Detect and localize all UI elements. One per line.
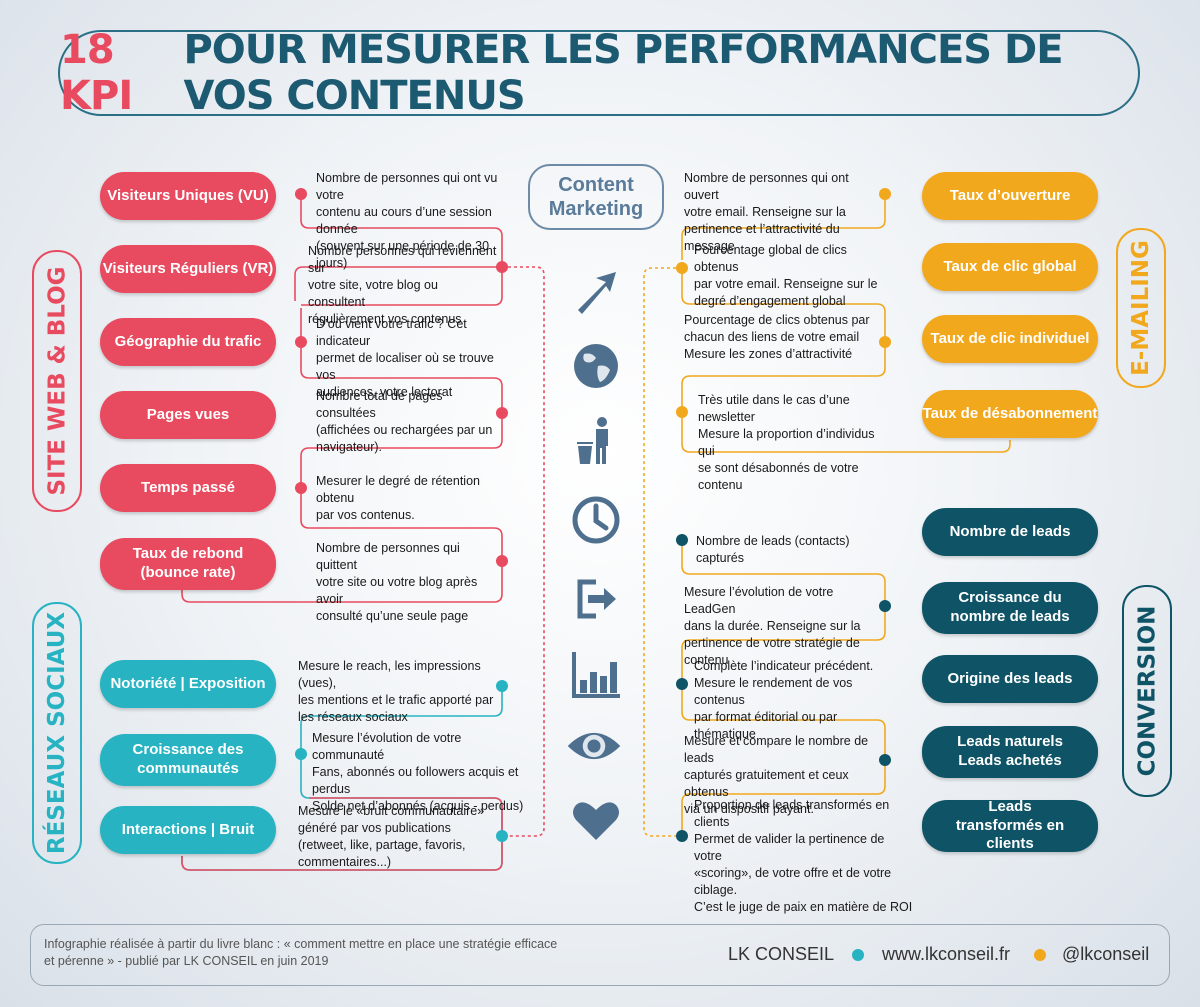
globe-icon xyxy=(574,344,618,388)
kpi-interactions: Interactions | Bruit xyxy=(100,806,276,854)
kpi-description: Nombre de personnes qui quittent votre si… xyxy=(316,541,478,623)
kpi-pages-vues: Pages vues xyxy=(100,391,276,439)
dot xyxy=(879,188,891,200)
dot xyxy=(676,406,688,418)
category-conversion: CONVERSION xyxy=(1122,585,1172,797)
kpi-description: Très utile dans le cas d’une newsletter M… xyxy=(698,393,875,492)
dot xyxy=(676,678,688,690)
kpi-taux-ouverture: Taux d’ouverture xyxy=(922,172,1098,220)
kpi-description: Mesurer le degré de rétention obtenu par … xyxy=(316,474,480,522)
footer-brand: LK CONSEIL xyxy=(728,944,835,964)
exit-icon xyxy=(577,579,616,619)
kpi-nombre-leads: Nombre de leads xyxy=(922,508,1098,556)
kpi-description: Nombre de personnes qui ont vu votre cont… xyxy=(316,171,498,270)
dot xyxy=(295,748,307,760)
title-banner: 18 KPI POUR MESURER LES PERFORMANCES DE … xyxy=(58,27,1140,119)
footer-handle[interactable]: @lkconseil xyxy=(1062,944,1150,964)
dot xyxy=(879,754,891,766)
trash-person-icon xyxy=(577,417,608,464)
bar-chart-icon xyxy=(572,652,620,698)
kpi-description: Mesure le «bruit communautaire» généré pa… xyxy=(298,804,485,869)
dot xyxy=(496,407,508,419)
dot xyxy=(676,262,688,274)
category-email: E-MAILING xyxy=(1116,228,1166,388)
footer-note: Infographie réalisée à partir du livre b… xyxy=(44,937,558,968)
footer-site[interactable]: www.lkconseil.fr xyxy=(882,944,1011,964)
kpi-description: Nombre de leads (contacts) capturés xyxy=(696,534,850,565)
kpi-croissance-communautes: Croissance des communautés xyxy=(100,734,276,786)
dot xyxy=(295,336,307,348)
kpi-visiteurs-uniques: Visiteurs Uniques (VU) xyxy=(100,172,276,220)
arrow-icon xyxy=(578,272,616,314)
kpi-croissance-leads: Croissance du nombre de leads xyxy=(922,582,1098,634)
heart-icon xyxy=(573,802,619,840)
kpi-description: Mesure l’évolution de votre LeadGen dans … xyxy=(684,585,861,667)
dot xyxy=(676,534,688,546)
kpi-description: Mesure et compare le nombre de leads capt… xyxy=(684,734,869,816)
kpi-description: Nombre de personnes qui ont ouvert votre … xyxy=(684,171,849,253)
kpi-origine-leads: Origine des leads xyxy=(922,655,1098,703)
kpi-description: Nombre personnes qui reviennent sur votre… xyxy=(308,244,497,326)
kpi-geographie-trafic: Géographie du trafic xyxy=(100,318,276,366)
kpi-description: Complète l’indicateur précédent. Mesure l… xyxy=(694,659,874,741)
dot xyxy=(852,949,864,961)
kpi-taux-clic-individuel: Taux de clic individuel xyxy=(922,315,1098,363)
eye-icon xyxy=(567,732,621,760)
dot xyxy=(879,336,891,348)
category-social: RÉSEAUX SOCIAUX xyxy=(32,602,82,864)
kpi-notoriete: Notoriété | Exposition xyxy=(100,660,276,708)
kpi-taux-clic-global: Taux de clic global xyxy=(922,243,1098,291)
title-text: POUR MESURER LES PERFORMANCES DE VOS CON… xyxy=(183,27,1063,119)
kpi-description: Mesure le reach, les impressions (vues),… xyxy=(298,659,494,724)
kpi-visiteurs-reguliers: Visiteurs Réguliers (VR) xyxy=(100,245,276,293)
kpi-description: Pourcentage de clics obtenus par chacun d… xyxy=(684,313,870,361)
kpi-leads-transformes: Leads transformés en clients xyxy=(922,798,1098,852)
kpi-description: Pourcentage global de clics obtenus par v… xyxy=(694,243,878,308)
dot xyxy=(295,482,307,494)
dot xyxy=(295,188,307,200)
dot xyxy=(496,261,508,273)
dot xyxy=(496,830,508,842)
dot xyxy=(1034,949,1046,961)
title-kpi: 18 KPI xyxy=(60,27,133,119)
kpi-description: Nombre total de pages consultées (affiché… xyxy=(316,389,493,454)
kpi-description: Mesure l’évolution de votre communauté Fa… xyxy=(312,731,524,813)
kpi-taux-rebond: Taux de rebond (bounce rate) xyxy=(100,538,276,590)
kpi-taux-desabonnement: Taux de désabonnement xyxy=(922,390,1098,438)
dot xyxy=(879,600,891,612)
kpi-description: D’où vient votre trafic ? Cet indicateur… xyxy=(316,317,494,399)
kpi-temps-passe: Temps passé xyxy=(100,464,276,512)
kpi-description: Proportion de leads transformés en clien… xyxy=(694,798,913,914)
dot xyxy=(496,555,508,567)
kpi-leads-naturels-achetes: Leads naturels Leads achetés xyxy=(922,726,1098,778)
footer-box xyxy=(30,924,1170,986)
content-marketing-label: Content Marketing xyxy=(528,164,664,230)
category-web: SITE WEB & BLOG xyxy=(32,250,82,512)
clock-icon xyxy=(572,496,620,544)
dot xyxy=(676,830,688,842)
dot xyxy=(496,680,508,692)
